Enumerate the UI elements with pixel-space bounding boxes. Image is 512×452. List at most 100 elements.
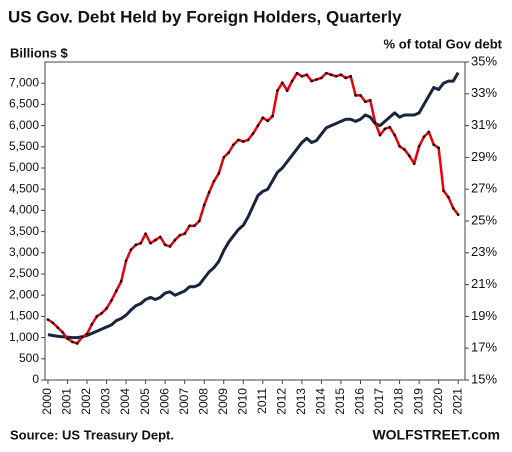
data-point <box>134 243 138 247</box>
data-point <box>154 238 157 242</box>
y2-tick-label: 27% <box>471 181 497 196</box>
data-point <box>442 189 445 193</box>
data-point <box>427 130 431 134</box>
series-line <box>47 71 460 340</box>
y2-tick-label: 35% <box>471 53 497 68</box>
data-point <box>183 232 186 236</box>
data-point <box>276 89 279 92</box>
y2-tick-label: 31% <box>471 117 497 132</box>
data-point <box>344 76 348 80</box>
y-tick-label: 1,500 <box>9 309 39 323</box>
chart-title: US Gov. Debt Held by Foreign Holders, Qu… <box>8 7 402 26</box>
y-tick-label: 2,000 <box>9 287 39 301</box>
data-point <box>422 135 426 139</box>
data-point <box>290 79 294 83</box>
y-tick-label: 4,500 <box>9 181 39 195</box>
y-tick-label: 6,000 <box>9 118 39 132</box>
data-point <box>368 98 372 102</box>
data-point <box>90 323 94 326</box>
x-tick-label: 2005 <box>138 388 152 415</box>
data-point <box>437 146 440 150</box>
data-point <box>144 232 147 236</box>
data-point <box>178 234 182 237</box>
data-point <box>100 311 103 315</box>
x-tick-label: 2013 <box>294 388 308 415</box>
x-tick-label: 2011 <box>255 388 269 414</box>
x-tick-label: 2020 <box>431 388 445 415</box>
data-point <box>281 81 284 84</box>
x-tick-label: 2012 <box>275 388 289 415</box>
data-point <box>241 140 245 143</box>
y-tick-label: 3,500 <box>9 224 39 238</box>
data-point <box>212 179 216 183</box>
data-point <box>237 138 240 142</box>
y-tick-label: 5,000 <box>9 160 39 174</box>
data-point <box>119 280 123 283</box>
x-tick-label: 2002 <box>79 388 93 415</box>
x-tick-label: 2007 <box>177 388 191 415</box>
data-point <box>456 213 460 216</box>
data-point <box>364 100 367 104</box>
data-point <box>349 75 353 78</box>
brand: WOLFSTREET.com <box>372 427 500 443</box>
data-point <box>202 203 206 207</box>
y2-tick-label: 25% <box>471 212 497 227</box>
data-point <box>325 71 328 75</box>
data-point <box>173 238 177 242</box>
data-point <box>354 94 357 97</box>
y2-tick-label: 19% <box>471 308 497 323</box>
data-point <box>129 248 133 251</box>
data-point <box>334 75 338 78</box>
y-tick-label: 4,000 <box>9 203 39 217</box>
data-point <box>451 206 455 210</box>
data-point <box>300 75 304 78</box>
data-point <box>56 326 59 329</box>
data-point <box>51 321 55 325</box>
y-tick-label: 5,500 <box>9 139 39 153</box>
plot-frame <box>44 61 466 381</box>
data-point <box>305 73 309 77</box>
y2-tick-label: 21% <box>471 276 497 291</box>
y2-tick-label: 23% <box>471 244 497 259</box>
data-point <box>71 340 74 344</box>
data-point <box>217 172 221 175</box>
data-point <box>158 235 162 239</box>
x-tick-label: 2021 <box>450 388 464 415</box>
data-point <box>256 124 260 127</box>
data-point <box>329 73 333 77</box>
y-axis-label: Billions $ <box>10 45 69 60</box>
data-point <box>271 114 274 118</box>
y-tick-label: 1,000 <box>9 330 39 344</box>
data-point <box>251 132 255 135</box>
data-point <box>198 219 201 223</box>
data-point <box>105 307 108 310</box>
y2-tick-label: 29% <box>471 149 497 164</box>
data-point <box>115 289 118 293</box>
data-point <box>359 94 362 97</box>
x-tick-label: 2019 <box>411 388 425 415</box>
x-tick-label: 2001 <box>60 388 74 415</box>
x-tick-label: 2017 <box>372 388 386 415</box>
data-point <box>388 125 392 129</box>
data-point <box>85 332 89 336</box>
data-point <box>408 154 411 158</box>
data-point <box>222 156 226 159</box>
data-point <box>246 138 250 142</box>
y2-axis-label: % of total Gov debt <box>384 36 503 51</box>
source-note: Source: US Treasury Dept. <box>10 427 174 442</box>
data-point <box>232 143 235 146</box>
y-tick-label: 0 <box>32 372 39 386</box>
x-tick-label: 2000 <box>40 388 54 415</box>
y-tick-label: 500 <box>19 351 39 365</box>
data-point <box>66 337 69 340</box>
data-point <box>393 133 396 137</box>
y-tick-label: 7,000 <box>9 75 39 89</box>
x-tick-label: 2003 <box>99 388 113 415</box>
data-point <box>310 79 313 83</box>
data-point <box>339 73 343 77</box>
y2-tick-label: 17% <box>471 340 497 355</box>
data-point <box>285 89 289 92</box>
y-tick-label: 6,500 <box>9 97 39 111</box>
